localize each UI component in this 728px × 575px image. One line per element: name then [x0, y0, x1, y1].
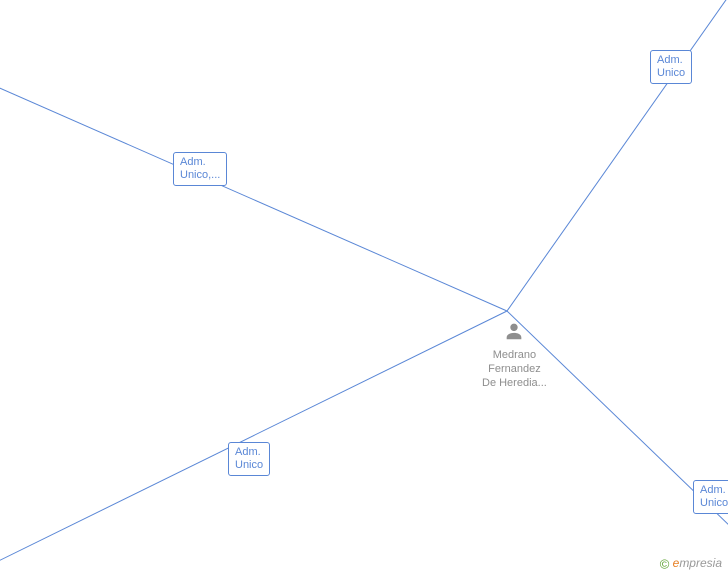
person-icon — [503, 320, 525, 347]
edge-line — [507, 0, 728, 311]
edge-label[interactable]: Adm. Unico — [228, 442, 270, 476]
brand-name: empresia — [673, 556, 722, 570]
network-diagram: Medrano Fernandez De Heredia... © empres… — [0, 0, 728, 575]
edge-label[interactable]: Adm. Unico,... — [173, 152, 227, 186]
copyright: © empresia — [660, 556, 722, 571]
center-node-label: Medrano Fernandez De Heredia... — [482, 349, 547, 390]
edge-label[interactable]: Adm. Unico — [693, 480, 728, 514]
copyright-symbol: © — [660, 556, 670, 571]
edge-label[interactable]: Adm. Unico — [650, 50, 692, 84]
edge-line — [0, 75, 507, 311]
edges-layer — [0, 0, 728, 575]
center-node[interactable]: Medrano Fernandez De Heredia... — [482, 320, 547, 390]
